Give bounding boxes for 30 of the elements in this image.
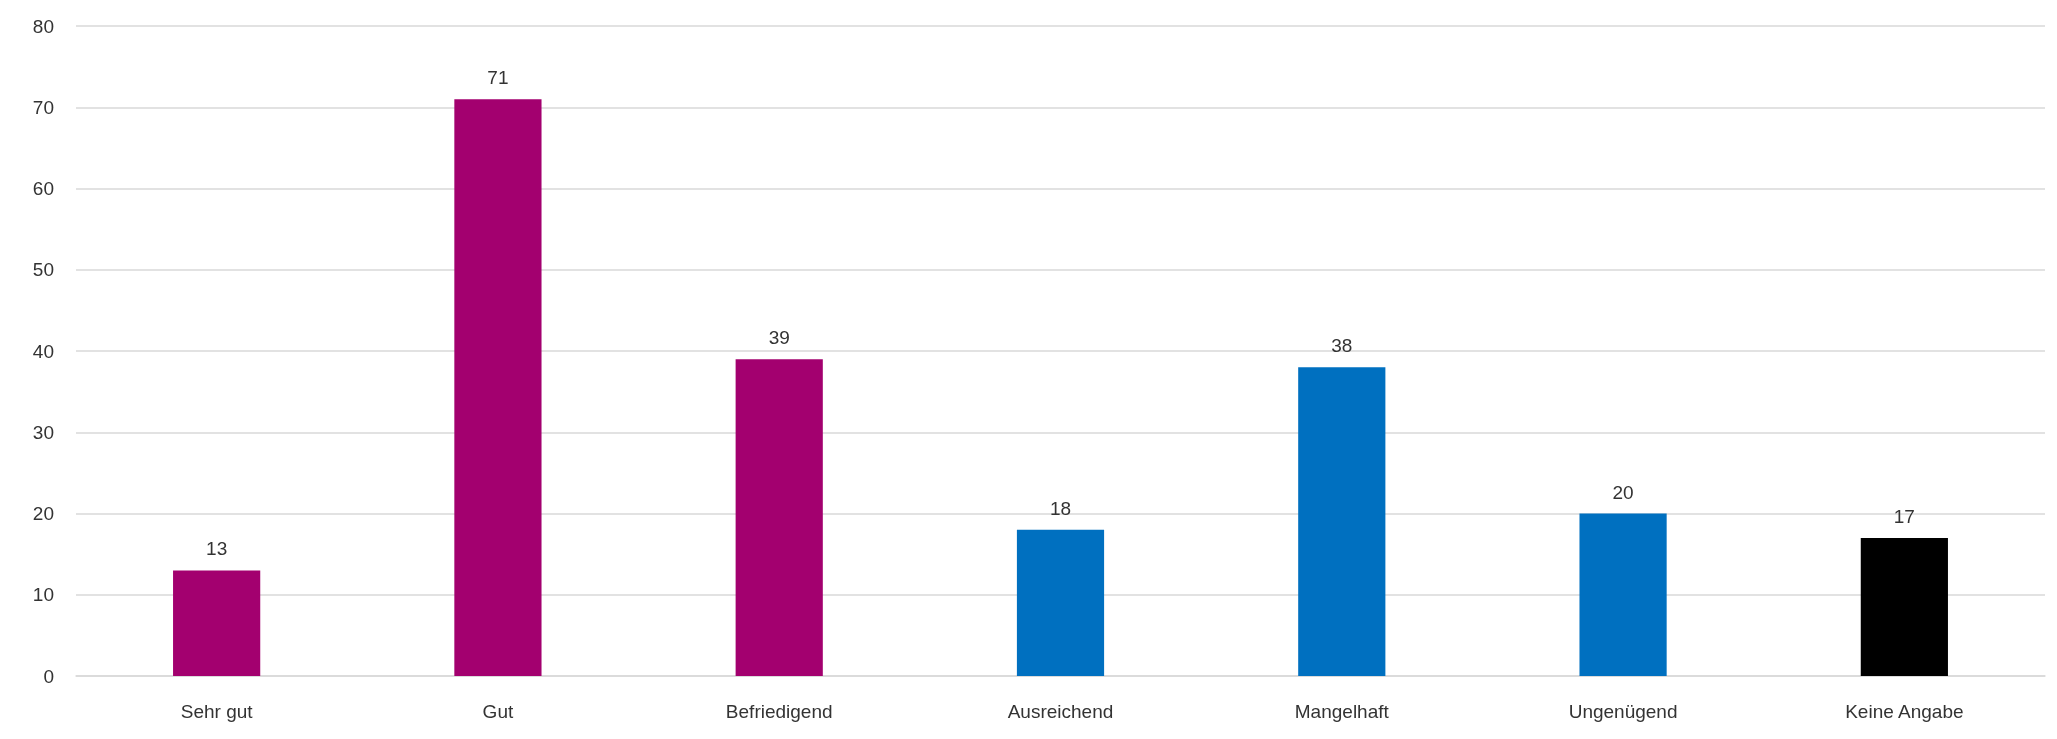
x-tick-label: Ungenügend xyxy=(1568,701,1678,722)
data-label: 39 xyxy=(768,327,790,349)
y-tick-label: 20 xyxy=(32,503,54,524)
x-tick-label: Ausreichend xyxy=(1007,701,1114,722)
y-tick-label: 70 xyxy=(32,96,54,118)
bar xyxy=(173,570,261,676)
y-tick-label: 50 xyxy=(32,259,54,281)
x-tick-label: Sehr gut xyxy=(180,701,254,722)
x-tick-label: Keine Angabe xyxy=(1845,701,1964,722)
bar xyxy=(454,99,542,676)
bar xyxy=(735,359,823,676)
data-label: 18 xyxy=(1049,497,1072,519)
data-label: 71 xyxy=(487,67,509,89)
bar xyxy=(1298,367,1386,676)
data-label: 13 xyxy=(206,538,228,560)
x-tick-label: Befriedigend xyxy=(725,701,833,722)
data-label: 17 xyxy=(1893,505,1915,527)
data-label: 38 xyxy=(1331,335,1353,357)
y-tick-label: 0 xyxy=(43,665,54,687)
y-tick-label: 80 xyxy=(32,15,54,37)
x-tick-label: Gut xyxy=(482,701,514,722)
y-tick-label: 10 xyxy=(32,584,54,606)
y-tick-label: 30 xyxy=(32,421,54,443)
y-tick-label: 60 xyxy=(32,178,54,199)
bar xyxy=(1579,513,1667,676)
x-tick-label: Mangelhaft xyxy=(1294,701,1390,722)
bar xyxy=(1860,537,1948,676)
bar xyxy=(1016,529,1105,676)
data-label: 20 xyxy=(1612,481,1634,503)
y-tick-label: 40 xyxy=(32,340,54,362)
